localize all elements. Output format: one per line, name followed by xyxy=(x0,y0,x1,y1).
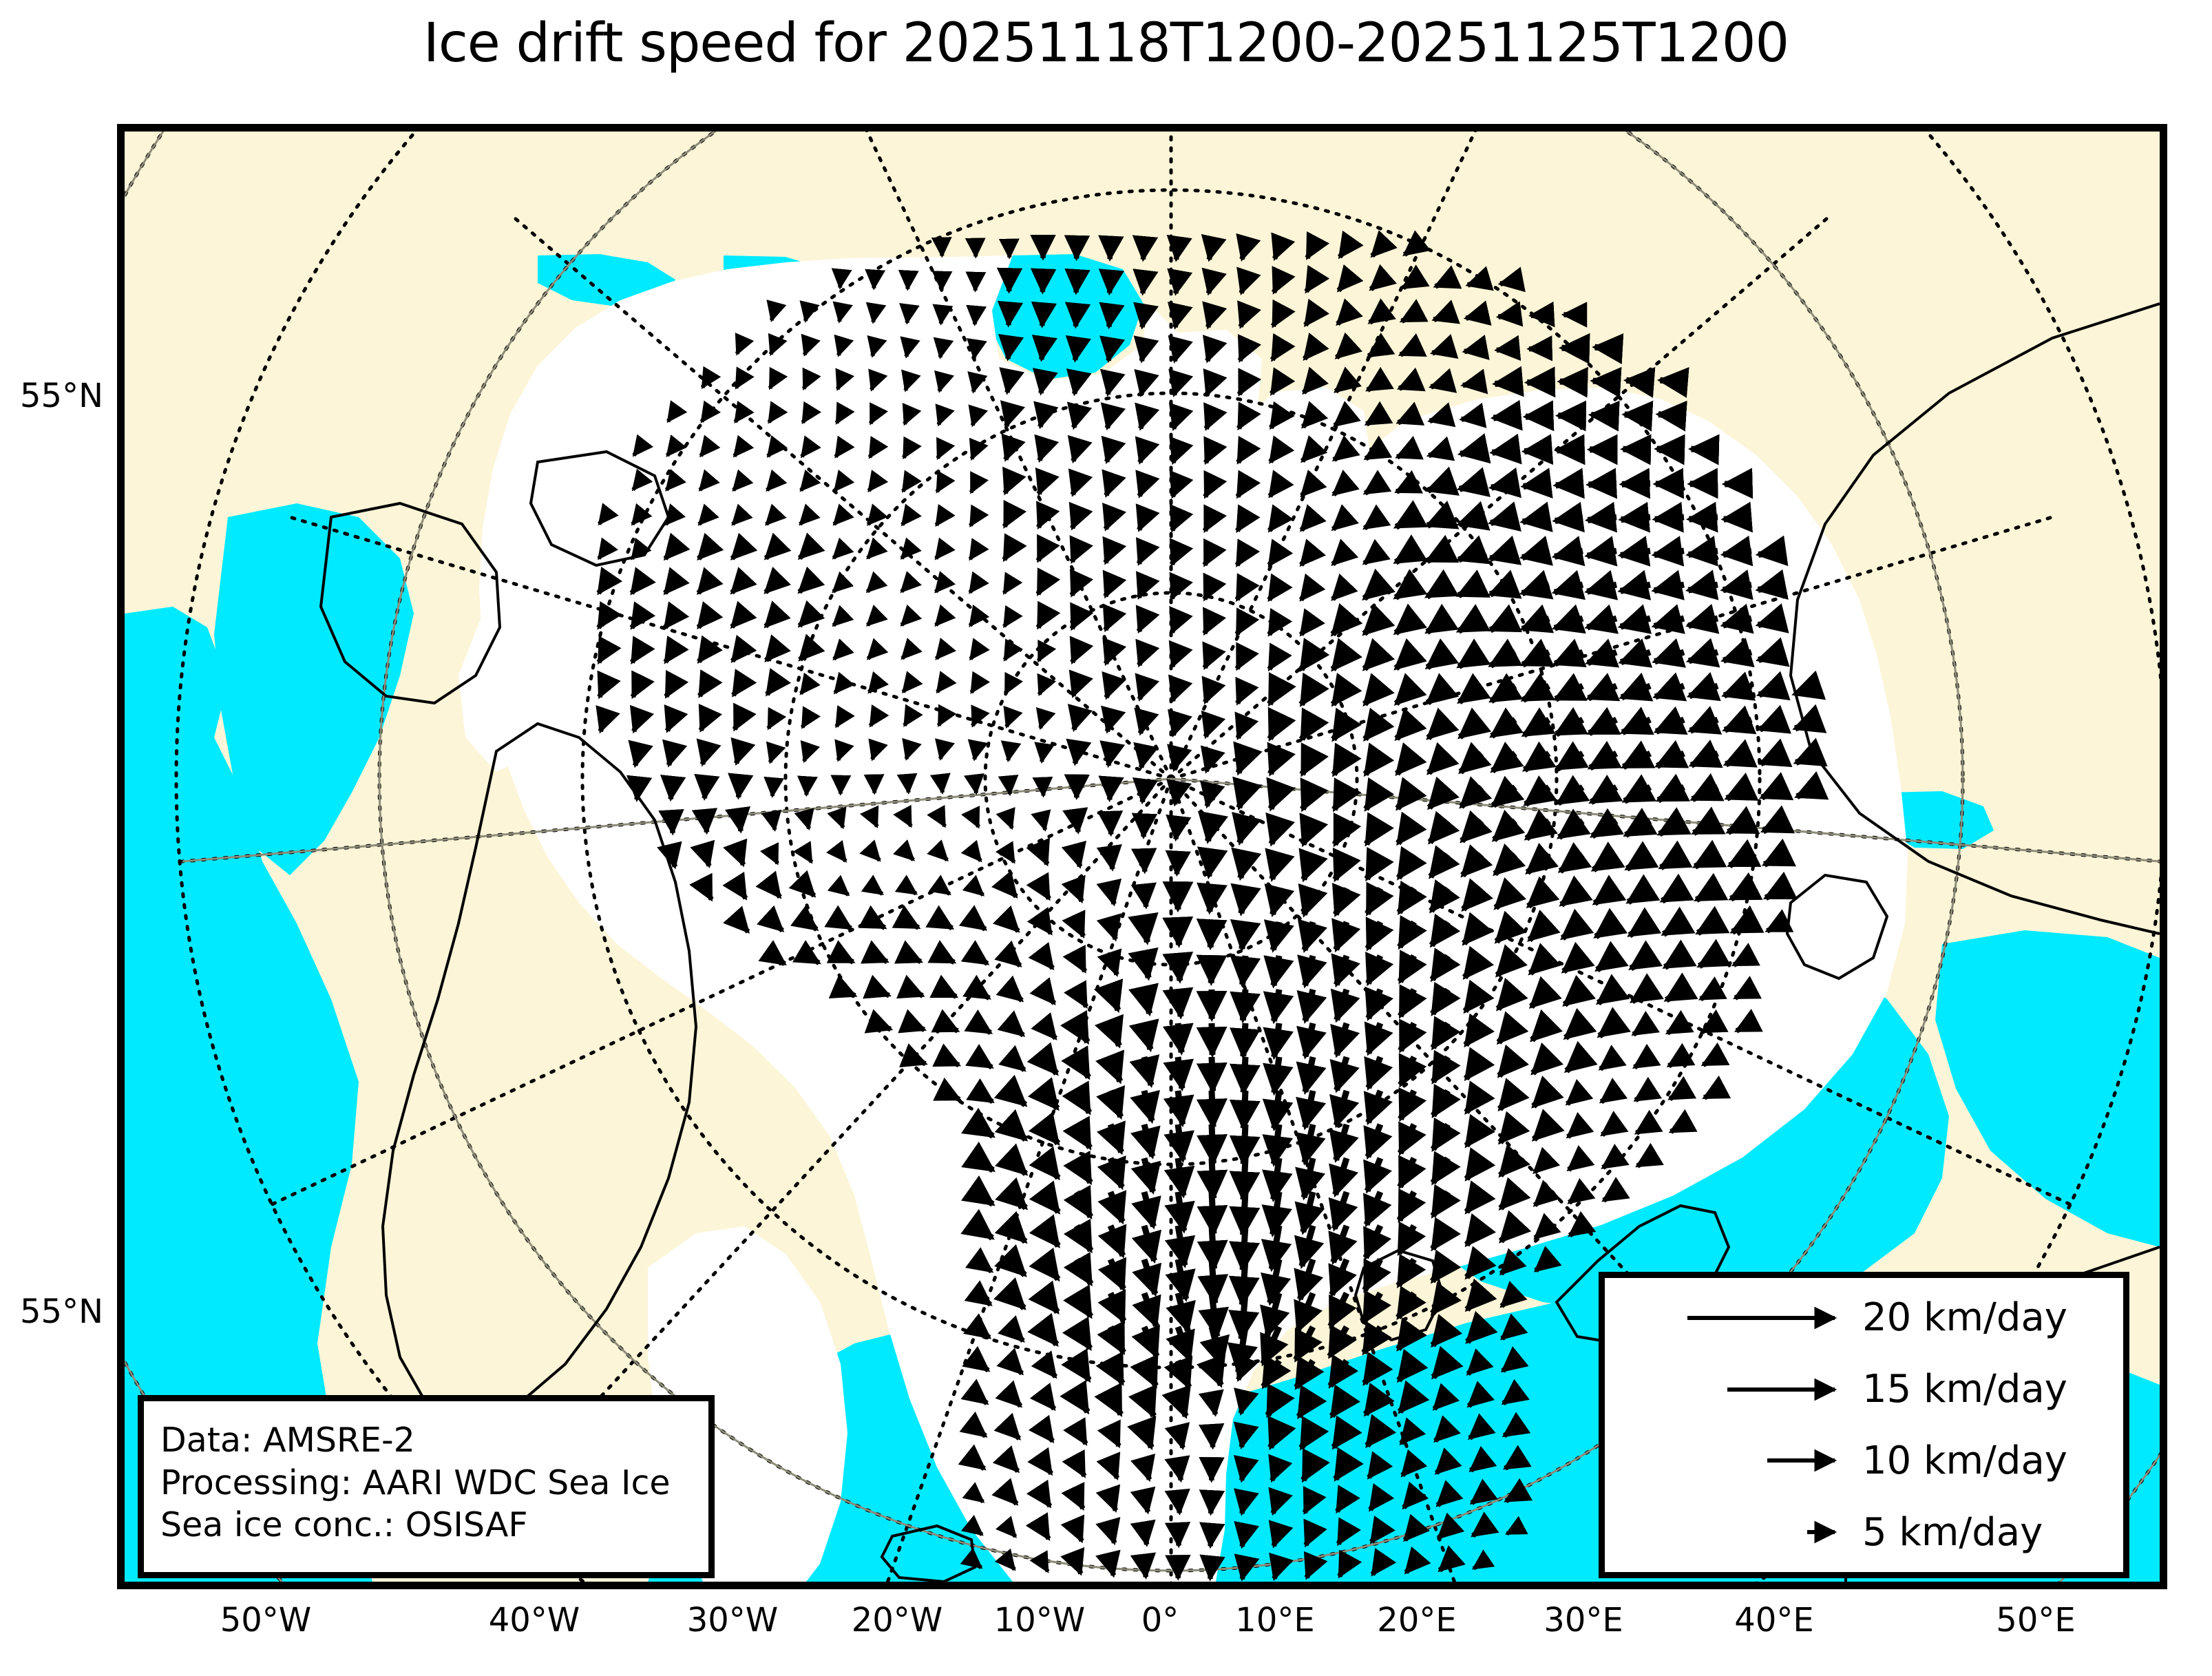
x-tick-label: 10°W xyxy=(993,1601,1086,1640)
legend-row: 20 km/day xyxy=(1605,1285,2123,1351)
y-tick-label: 55°N xyxy=(20,377,103,415)
credit-line: Data: AMSRE-2 xyxy=(160,1421,415,1460)
x-tick-label: 10°E xyxy=(1235,1601,1315,1640)
credit-line: Processing: AARI WDC Sea Ice xyxy=(160,1463,671,1502)
x-tick-label: 50°E xyxy=(1996,1601,2076,1640)
legend-label: 20 km/day xyxy=(1862,1295,2067,1341)
speed-legend: 20 km/day 15 km/day 10 km/day 5 km/day xyxy=(1599,1272,2129,1578)
legend-label: 10 km/day xyxy=(1862,1438,2067,1483)
legend-label: 5 km/day xyxy=(1862,1509,2043,1555)
x-tick-label: 20°E xyxy=(1377,1601,1457,1640)
credits-box: Data: AMSRE-2 Processing: AARI WDC Sea Ic… xyxy=(138,1395,715,1578)
page-title: Ice drift speed for 20251118T1200-202511… xyxy=(423,12,1789,74)
legend-arrow xyxy=(1605,1304,1862,1332)
x-tick-label: 30°W xyxy=(686,1601,779,1640)
x-tick-label: 30°E xyxy=(1544,1601,1623,1640)
x-tick-label: 50°W xyxy=(220,1601,312,1640)
y-tick-label: 55°N xyxy=(20,1292,103,1331)
x-tick-label: 0° xyxy=(1141,1601,1179,1640)
map-frame xyxy=(117,124,2167,1589)
x-tick-label: 20°W xyxy=(851,1601,943,1640)
map-canvas xyxy=(125,132,2160,1582)
arctic-map xyxy=(125,132,2160,1582)
legend-label: 15 km/day xyxy=(1862,1367,2067,1412)
legend-arrow xyxy=(1605,1518,1862,1546)
legend-arrow xyxy=(1605,1447,1862,1474)
legend-row: 15 km/day xyxy=(1605,1356,2123,1423)
legend-row: 10 km/day xyxy=(1605,1427,2123,1494)
x-tick-label: 40°W xyxy=(488,1601,580,1640)
x-tick-label: 40°E xyxy=(1734,1601,1814,1640)
legend-arrow xyxy=(1605,1376,1862,1403)
credit-line: Sea ice conc.: OSISAF xyxy=(160,1505,528,1545)
ice-drift-quiver xyxy=(596,230,1829,1582)
legend-row: 5 km/day xyxy=(1605,1499,2123,1565)
